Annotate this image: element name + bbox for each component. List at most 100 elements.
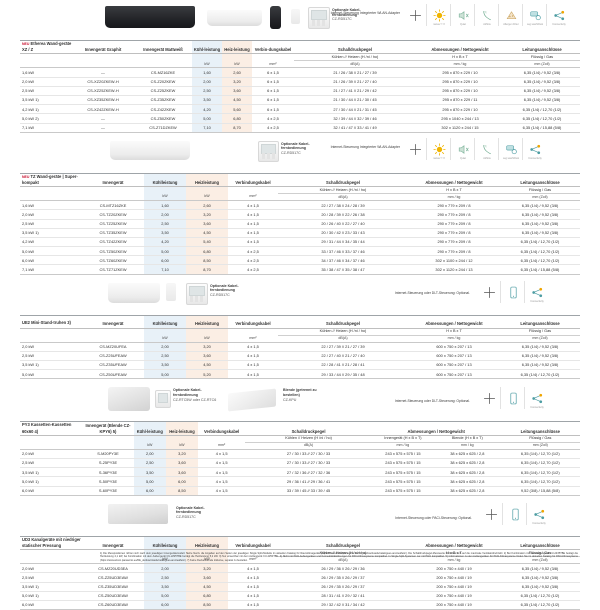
table-row: 4,2 kW 1) CS-XZ42ZKEW-H CS-Z42ZKEW 4,20 5,60… [20,104,580,114]
feature-icon-bar-5: Connectivity [480,502,551,525]
table-row: 2,5 kW CS-TZ25ZKEW 2,50 3,60 4 x 1,5 20 / 26 … [20,218,580,229]
icon-mobile-app[interactable] [502,280,525,303]
table-cell: CS-Z35ZKEW [134,94,192,105]
table-row: 2,0 kW CS-MZ20UD3EA 2,00 3,20 4 x 1,5 26 / 29… [20,563,580,573]
table-cell: 295 x 870 x 229 / 10 [416,67,504,78]
product-photo-wired-remote-tz [258,140,279,162]
section-tz: Optionale Kabel-fernbedienung CZ-RD517C … [0,133,600,275]
th-dims-sub: H x B x T [408,549,500,558]
table-cell: 6,35 (1/4) / 12,70 (1/2) [500,467,580,477]
icon-connectivity[interactable]: Connectivity [524,138,546,160]
icon-airflow[interactable]: Airflow [476,137,499,160]
table-cell: 3,60 [186,350,228,361]
table-cell: 4 x 1,5 [198,457,246,468]
th-indoor: Innengerät [82,172,144,188]
icon-clean-filter[interactable]: Leg wash/Dust [524,4,547,26]
connectivity-icon [531,394,542,404]
icon-connectivity[interactable]: Connectivity [528,503,550,525]
table-cell: 302 x 1120 x 244 / 15 [416,122,504,133]
table-cell: 1,6 kW [20,200,82,210]
icon-wifi[interactable] [480,502,503,525]
icon-quiet[interactable]: Quiet [452,137,475,160]
table-cell: 32 / 39 / 44 // 32 / 39 / 46 [294,113,416,124]
table-cell: 6,35 (1/4) / 12,70 (1/2) [504,104,580,114]
icon-wifi[interactable] [404,4,427,26]
icon-wifi[interactable] [478,280,501,303]
table-cell: 27 / 30 / 33 // 27 / 30 / 33 [245,457,372,468]
unit-mmkg: mm / kg [447,557,461,562]
table-cell: 295 x 870 x 229 / 10 [416,76,504,87]
table-row: 5,0 kW CS-Z50UFEAW 5,00 5,20 4 x 1,5 29 / 33 … [20,369,580,380]
th-noise: Schalldruckpegel [245,421,372,436]
icon-connectivity[interactable]: Connectivity [526,281,548,303]
th-cable: Verbin-dungskabel [252,39,294,55]
connectivity-icon [533,509,544,519]
tbody-py3: 2,0 kW S-M20PY3E 2,00 3,20 4 x 1,5 27 / 30 / … [20,448,580,496]
table-row: 7,1 kW — CS-Z71DZKEW 7,10 8,70 4 x 2,5 32 / 41… [20,122,580,133]
icon-quiet[interactable]: Quiet [452,4,475,26]
icon-air-purify[interactable]: Allergen Filter [500,4,523,26]
icon-connectivity[interactable]: Connectivity [548,4,570,26]
table-cell: 27 / 32 / 36 // 27 / 32 / 36 [245,467,372,477]
table-cell: 3,50 [144,581,186,592]
table-cell: 7,10 [144,264,186,275]
duct-remote-caption: Optionale Kabel-fernbedienung CZ-RD517C [176,505,205,519]
table-cell: 6,00 [144,599,186,610]
th-conn: Leitungsanschlüsse [500,535,580,551]
th-cooling: Kühl-leistung [133,421,166,436]
table-cell: 6,80 [186,590,228,601]
table-row: 2,5 kW CS-Z25UD3EAW 2,50 3,60 4 x 1,5 26 / 29… [20,572,580,582]
table-row: 2,5 kW CS-Z25UFEAW 2,50 3,60 4 x 1,5 22 / 27 … [20,350,580,361]
icon-wifi[interactable] [404,137,427,160]
table-cell: 2,5 kW [20,85,72,96]
table-cell: 6,0 kW [20,485,83,496]
icon-label-1: Quiet [460,23,466,26]
unit-kw-heat: kW [165,442,199,450]
table-cell: 4 x 1,5 [228,227,278,238]
table-cell: CS-Z71DZKEW [134,122,192,133]
th-cable: Verbindungskabel [228,172,278,188]
table-cell: 5,00 [144,369,186,380]
table-cell: 4 x 2,5 [228,246,278,256]
table-cell: 4 x 1,5 [228,359,278,370]
mobile-app-icon [511,508,519,520]
table-cell: 6,00 [144,255,186,265]
table-cell: 6,80 [222,113,252,124]
th-dims-sub: H x B x T [416,53,504,62]
icon-connectivity[interactable]: Connectivity [526,387,548,409]
table-row: 3,5 kW 1) CS-Z35UD3EAW 3,50 4,50 4 x 1,5 26 /… [20,581,580,592]
icon-airflow[interactable]: Airflow [476,4,499,26]
table-cell: 6,35 (1/4) / 12,70 (1/2) [500,369,580,380]
wifi-icon [409,143,421,155]
th-dims-indoor: Innengerät (H x B x T) [371,435,435,443]
air-purify-icon [506,11,516,20]
table-cell: CS-XZ20ZKEW-H [72,76,134,87]
icon-clean-filter[interactable]: Leg wash/Dust [500,137,523,160]
table-cell: 295 x 870 x 229 / 10 [416,104,504,114]
remote-buttons [190,295,204,302]
table-cell: 2,60 [222,67,252,78]
unit-mm2: mm² [249,335,257,340]
table-cell: 4 x 1,5 [198,467,246,477]
th-cooling: Kühlleistung [144,172,186,188]
icon-mobile-app[interactable] [504,502,527,525]
icon-nanoe[interactable]: nanoe™ X [428,4,451,26]
th-dims: Abmessungen / Nettogewicht [408,172,500,188]
product-photo-cassette [108,387,150,412]
icon-mobile-app[interactable] [502,387,525,410]
unit-kw-cool: kW [192,60,222,68]
table-cell: CS-TZ25ZKEW [82,218,144,229]
table-cell: 3,20 [165,448,199,459]
icon-nanoe[interactable]: nanoe™ X [428,137,451,160]
spec-table-ud3: UD3 Kanalgeräte mit niedriger statischer… [20,535,580,610]
th-dims: Abmessungen / Nettogewicht [408,314,500,329]
table-cell: 600 x 750 x 207 / 13 [408,359,500,370]
spec-table-etherea: NEU Etherea Wand-geräte XZ / Z Innengerä… [20,39,580,133]
table-cell: 290 x 779 x 209 / 8 [408,200,500,210]
icon-wifi[interactable] [478,387,501,410]
table-cell: 6 x 1,5 [252,67,294,78]
table-cell: 243 x 575 x 575 / 15 [371,457,435,468]
table-cell: 21 / 26 / 38 // 21 / 27 / 39 [294,67,416,78]
section-ue2: Optionale Kabel-fernbedienung CZ-RD517C … [0,275,600,380]
table-cell: 6,35 (1/4) / 9,52 (3/8) [500,227,580,238]
